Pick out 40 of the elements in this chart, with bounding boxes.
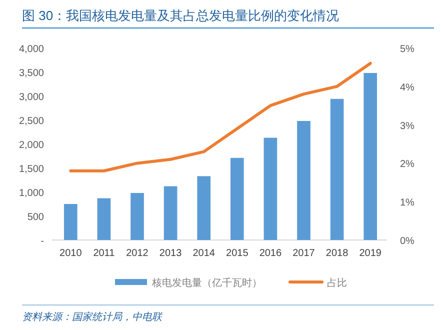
chart-title: 图 30：我国核电发电量及其占总发电量比例的变化情况: [22, 8, 340, 23]
y-tick-label: 500: [27, 212, 44, 223]
bar: [97, 198, 111, 240]
y-tick-label: 2,000: [18, 140, 44, 151]
y-tick-label: 3,000: [18, 92, 44, 103]
x-tick-label: 2016: [259, 248, 282, 259]
x-tick-label: 2015: [226, 248, 249, 259]
bar: [230, 158, 244, 240]
x-tick-label: 2012: [126, 248, 149, 259]
y-tick-label: 3,500: [18, 68, 44, 79]
legend-label: 占比: [327, 277, 347, 289]
bar: [130, 192, 144, 240]
y-tick-label: 4,000: [18, 44, 44, 55]
bar: [164, 186, 178, 240]
bar: [197, 176, 211, 240]
y-tick-label: -: [40, 236, 44, 247]
y2-tick-label: 2%: [400, 159, 415, 170]
x-tick-label: 2014: [192, 248, 216, 259]
y-tick-label: 2,500: [18, 116, 44, 127]
bar: [330, 98, 344, 240]
y-tick-label: 1,000: [18, 188, 44, 199]
x-tick-label: 2018: [326, 248, 349, 259]
y2-tick-label: 3%: [400, 120, 415, 132]
y-tick-label: 1,500: [18, 164, 44, 175]
x-tick-label: 2010: [60, 248, 82, 259]
line-series: [69, 62, 372, 172]
legend-label: 核电发电量（亿千瓦时）: [151, 277, 262, 289]
bar: [364, 72, 378, 240]
x-tick-label: 2019: [359, 248, 382, 259]
y2-tick-label: 0%: [400, 236, 415, 247]
y2-tick-label: 5%: [400, 44, 415, 55]
bar: [264, 138, 278, 240]
bar: [64, 204, 78, 240]
x-tick-label: 2011: [93, 248, 116, 259]
bar: [297, 120, 310, 240]
text: 资料来源：国家统计局，中电联: [22, 311, 163, 323]
x-tick-label: 2017: [292, 248, 316, 259]
y2-tick-label: 1%: [400, 198, 415, 209]
x-tick-label: 2013: [159, 248, 182, 259]
y2-tick-label: 4%: [400, 82, 415, 94]
